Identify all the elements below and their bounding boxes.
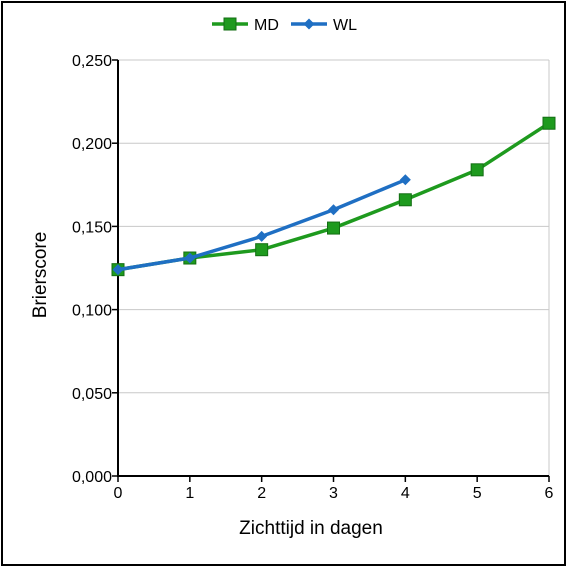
x-tick-label: 5 <box>473 485 482 502</box>
y-tick-label: 0,000 <box>72 469 112 486</box>
x-tick-label: 1 <box>185 485 194 502</box>
legend-marker-md <box>223 17 237 31</box>
legend-label-wl: WL <box>333 17 357 34</box>
x-tick-label: 4 <box>401 485 410 502</box>
data-point-wl <box>184 252 196 264</box>
data-point-wl <box>328 204 339 216</box>
y-tick-label: 0,150 <box>72 219 112 236</box>
x-tick-label: 0 <box>114 485 123 502</box>
x-tick-label: 6 <box>545 485 554 502</box>
data-point-md <box>398 193 412 207</box>
data-point-md <box>255 243 269 257</box>
data-point-wl <box>112 264 124 276</box>
legend-label-md: MD <box>254 17 279 34</box>
y-tick-label: 0,050 <box>72 386 112 403</box>
y-tick-label: 0,200 <box>72 136 112 153</box>
grid-layer <box>118 59 550 476</box>
x-tick-label: 2 <box>257 485 266 502</box>
legend: MD WL <box>212 17 357 34</box>
data-point-wl <box>256 230 268 242</box>
data-point-md <box>542 116 556 130</box>
x-tick-label: 3 <box>329 485 338 502</box>
y-axis-title: Brierscore <box>30 232 51 319</box>
series-line-md <box>117 121 550 272</box>
y-tick-label: 0,250 <box>72 53 112 70</box>
data-point-md <box>327 221 340 235</box>
series-layer <box>111 116 556 277</box>
legend-marker-wl <box>303 18 315 30</box>
data-point-md <box>470 163 484 177</box>
x-axis-title: Zichttijd in dagen <box>239 518 383 539</box>
y-tick-label: 0,100 <box>72 303 112 320</box>
axis-layer: 0,000 0,050 0,100 0,150 0,200 0,250 0 1 2 3 4 5 6 <box>72 53 554 502</box>
data-point-wl <box>399 174 411 186</box>
